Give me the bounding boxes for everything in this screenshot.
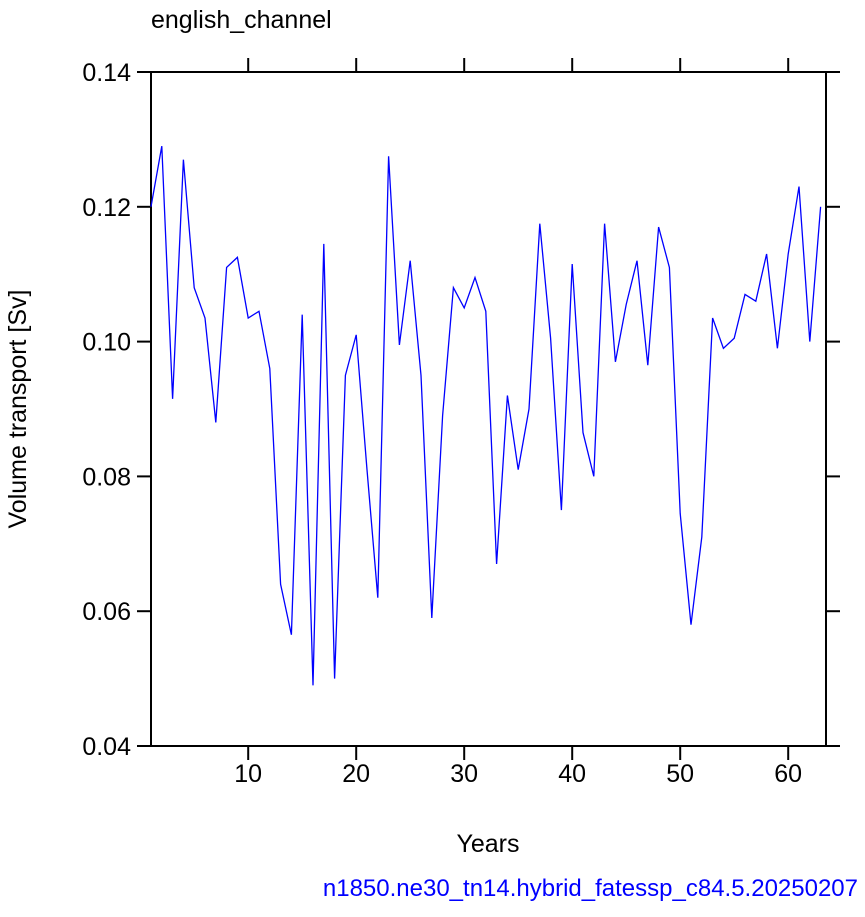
footer: n1850.ne30_tn14.hybrid_fatessp_c84.5.202…	[323, 875, 858, 902]
y-axis-label: Volume transport [Sv]	[4, 289, 32, 528]
x-tick-label: 20	[342, 760, 370, 788]
x-axis-label: Years	[456, 830, 519, 858]
data-line	[150, 146, 822, 686]
y-tick-label: 0.08	[82, 463, 131, 491]
y-tick-label: 0.04	[82, 733, 131, 761]
x-tick-label: 10	[234, 760, 262, 788]
x-tick-label: 60	[774, 760, 802, 788]
y-tick-label: 0.10	[82, 329, 131, 357]
y-tick-label: 0.06	[82, 598, 131, 626]
x-tick-label: 30	[450, 760, 478, 788]
y-tick-label: 0.14	[82, 59, 131, 87]
y-tick-label: 0.12	[82, 194, 131, 222]
x-tick-label: 50	[666, 760, 694, 788]
x-tick-label: 40	[558, 760, 586, 788]
chart-title: english_channel	[151, 6, 332, 34]
plot-frame	[150, 71, 827, 747]
